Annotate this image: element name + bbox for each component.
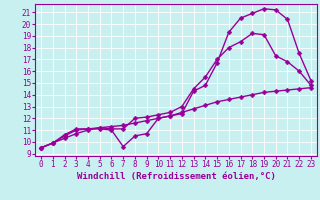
- X-axis label: Windchill (Refroidissement éolien,°C): Windchill (Refroidissement éolien,°C): [76, 172, 276, 181]
